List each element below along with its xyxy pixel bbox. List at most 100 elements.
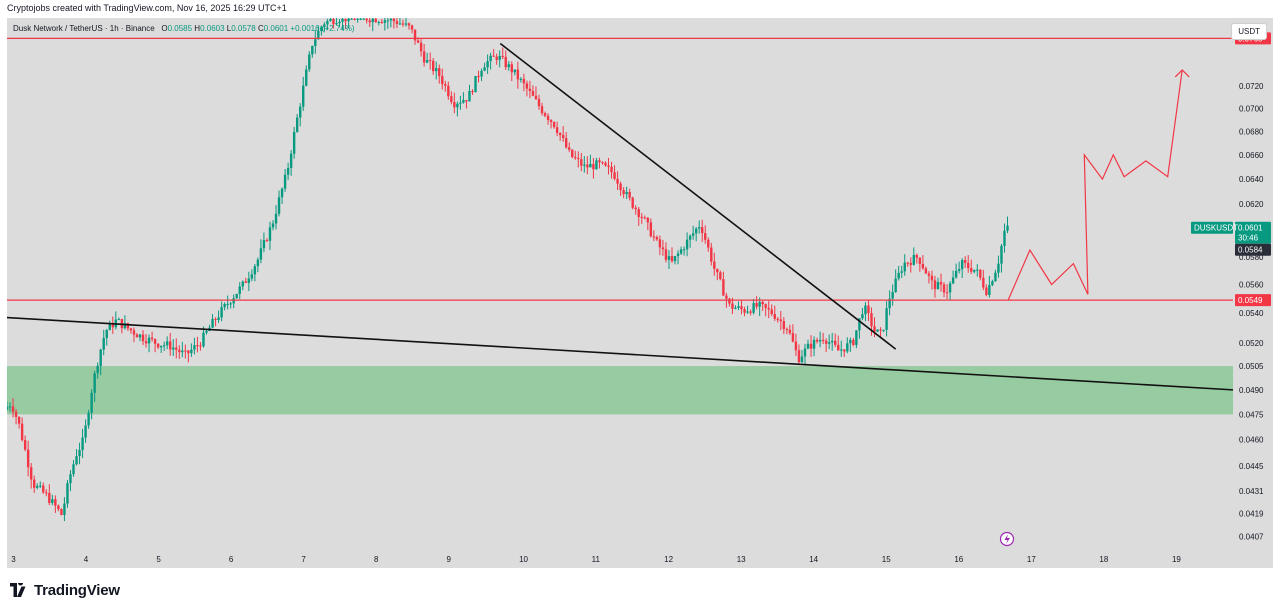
candle-body [308,54,311,70]
trendline [499,42,897,350]
candle-body [229,303,232,305]
candle-body [456,103,459,108]
candle-body [552,122,556,128]
candle-body [779,319,783,322]
candle-body [815,339,819,342]
candle-body [658,239,662,248]
projection-arrowhead [1174,69,1190,78]
candle-body [413,29,417,41]
symbol-name[interactable]: Dusk Network / TetherUS · 1h · Binance [13,24,155,33]
candle-body [211,318,214,328]
candle-body [268,227,272,241]
candle-body [918,257,922,264]
candle-body [217,317,220,320]
candle-body [23,440,27,450]
candle-body [1003,230,1006,246]
x-tick-label: 5 [156,555,161,564]
candle-body [900,271,903,273]
candle-body [477,76,480,78]
candle-body [719,272,722,280]
candle-body [806,343,810,349]
y-tick-label: 0.0660 [1239,151,1264,160]
candle-body [401,23,405,25]
candle-body [392,18,396,22]
candle-body [486,61,489,68]
y-tick-label: 0.0419 [1239,509,1264,518]
candle-body [767,307,770,310]
candle-body [459,102,462,104]
candle-body [858,318,861,331]
candle-body [640,216,643,218]
candle-body [997,263,1000,273]
x-tick-label: 15 [882,555,891,564]
candle-body [761,301,764,305]
candle-body [214,318,217,320]
candle-body [513,69,517,73]
candle-body [75,456,78,465]
candle-body [126,323,130,329]
replay-icon[interactable] [999,531,1015,547]
candle-body [66,483,69,504]
candle-body [967,262,970,269]
candle-body [746,311,749,313]
candle-body [827,342,831,344]
price-chart[interactable]: 0.0720 0.0700 0.0680 0.0660 0.0640 0.0620 0.05… [7,18,1273,568]
candle-body [755,303,758,307]
chart-panel[interactable]: 0.0720 0.0700 0.0680 0.0660 0.0640 0.0620 0.05… [7,18,1273,568]
candle-body [818,339,822,342]
candle-body [646,217,650,223]
candle-body [150,337,154,340]
x-tick-label: 19 [1172,555,1181,564]
candle-body [894,278,897,293]
candle-body [803,348,807,357]
candle-body [259,248,263,260]
candle-body [383,20,387,23]
candle-body [422,51,426,63]
candle-body [205,330,208,333]
candle-body [713,261,716,269]
tradingview-brand[interactable]: TradingView [34,581,120,599]
candle-body [580,159,583,166]
candle-body [876,329,879,332]
candle-body [710,247,713,262]
candle-body [305,69,308,86]
candle-body [302,85,305,107]
candle-body [1006,225,1009,231]
candle-body [329,18,332,21]
candle-body [728,298,731,304]
candle-body [951,277,955,284]
candle-body [492,55,495,57]
candle-body [60,509,63,515]
low-label: L [226,24,232,33]
previous-price-tag: 0.0584 [1238,246,1263,255]
candle-body [199,345,202,347]
candle-body [144,341,148,344]
y-tick-label: 0.0540 [1239,309,1264,318]
close-label: C [257,24,264,33]
close-value: 0.0601 [263,24,289,33]
candle-body [930,275,934,281]
candle-body [519,78,523,80]
candle-body [280,188,284,198]
candle-body [175,347,178,350]
tradingview-logo-icon[interactable] [8,583,30,597]
candle-body [274,213,278,224]
currency-button[interactable]: USDT [1231,23,1267,40]
x-tick-label: 6 [229,555,234,564]
x-tick-label: 14 [809,555,818,564]
candle-body [36,485,39,488]
y-tick-label: 0.0407 [1239,532,1264,541]
candle-body [474,76,477,93]
candle-body [613,172,616,179]
candle-body [395,21,399,24]
level-price-tag-box [1235,294,1271,307]
candle-body [172,347,175,350]
candle-body [601,162,604,164]
candle-body [903,262,906,272]
candle-body [166,341,169,346]
candle-body [153,339,157,344]
candle-body [791,333,795,342]
candle-body [758,301,761,307]
candle-body [117,319,121,321]
x-tick-label: 7 [301,555,306,564]
